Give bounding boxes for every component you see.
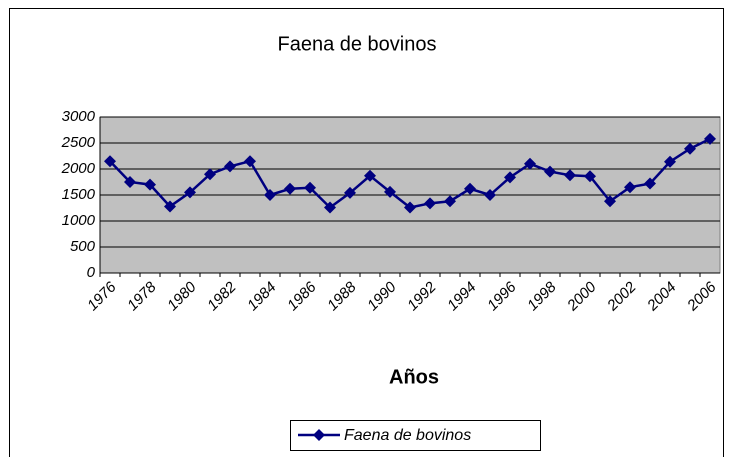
point-marker	[244, 155, 256, 168]
point-marker	[624, 181, 636, 194]
point-marker	[364, 169, 376, 182]
point-marker	[524, 157, 536, 170]
point-marker	[124, 176, 136, 188]
point-marker	[184, 186, 196, 199]
point-marker	[544, 165, 556, 178]
point-marker	[444, 195, 456, 208]
point-marker	[424, 197, 436, 210]
point-marker	[284, 182, 296, 195]
y-tick-label: 2500	[61, 134, 96, 151]
y-tick-label: 2000	[61, 160, 96, 177]
point-marker	[684, 142, 696, 155]
point-marker	[484, 189, 496, 201]
point-marker	[664, 155, 676, 168]
point-marker	[264, 189, 276, 201]
point-marker	[584, 170, 596, 183]
point-marker	[404, 201, 416, 214]
point-marker	[204, 168, 216, 181]
y-tick-label: 3000	[62, 108, 96, 125]
chart-title: Faena de bovinos	[277, 33, 436, 55]
point-marker	[704, 132, 716, 145]
point-marker	[104, 155, 116, 168]
legend-label: Faena de bovinos	[344, 427, 471, 444]
x-axis-title: Años	[389, 366, 439, 388]
point-marker	[164, 200, 176, 213]
y-tick-label: 0	[87, 264, 96, 281]
point-marker	[604, 195, 616, 208]
point-marker	[644, 177, 656, 190]
point-marker	[344, 186, 356, 199]
point-marker	[144, 178, 156, 191]
point-marker	[224, 160, 236, 173]
y-tick-label: 1500	[62, 186, 96, 203]
point-marker	[304, 181, 316, 194]
point-marker	[324, 201, 336, 214]
y-tick-label: 500	[70, 238, 96, 255]
point-marker	[384, 185, 396, 198]
y-tick-label: 1000	[62, 212, 96, 229]
point-marker	[564, 169, 576, 182]
point-marker	[504, 171, 516, 184]
point-marker	[464, 182, 476, 195]
legend-marker	[313, 429, 325, 441]
